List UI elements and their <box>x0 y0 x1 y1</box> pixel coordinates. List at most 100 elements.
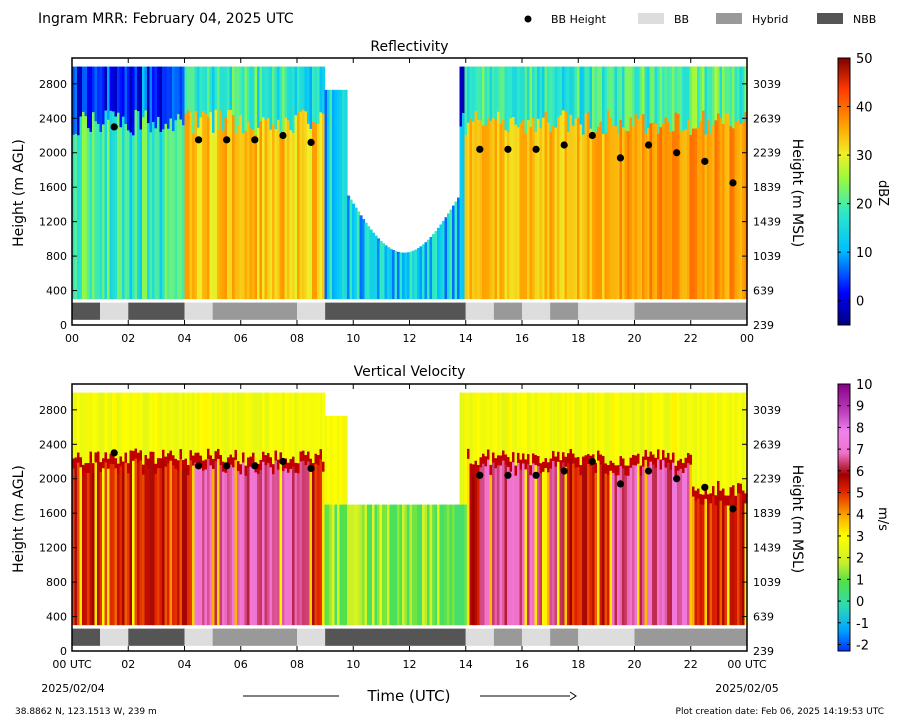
reflectivity-column-top <box>79 66 83 117</box>
velocity-melt-band <box>577 457 581 468</box>
velocity-melt-band <box>704 488 708 499</box>
x-tick-label: 00 UTC <box>727 658 767 671</box>
reflectivity-column <box>662 66 666 300</box>
reflectivity-column-top <box>514 66 518 125</box>
velocity-melt-band <box>644 449 648 460</box>
reflectivity-column-top <box>104 66 108 111</box>
reflectivity-column-top <box>589 66 593 129</box>
reflectivity-column-top <box>192 66 196 135</box>
velocity-column <box>147 458 151 626</box>
velocity-column <box>602 455 606 626</box>
reflectivity-column-top <box>149 66 153 133</box>
colorbar-tick-label: -2 <box>856 638 869 653</box>
bb-height-point <box>279 131 287 140</box>
reflectivity-column <box>722 66 726 300</box>
velocity-melt-band <box>602 455 606 466</box>
reflectivity-column <box>124 66 128 300</box>
reflectivity-column <box>407 252 411 300</box>
velocity-column <box>422 504 426 626</box>
reflectivity-column <box>739 66 743 300</box>
velocity-column <box>539 463 543 626</box>
velocity-melt-band <box>264 455 268 466</box>
y-tick-right-label: 1439 <box>753 216 781 229</box>
velocity-melt-band <box>489 464 493 475</box>
velocity-column <box>577 457 581 626</box>
reflectivity-column-top <box>257 66 261 128</box>
colorbar-tick-label: 30 <box>856 149 873 164</box>
reflectivity-column-top <box>472 66 476 122</box>
velocity-column <box>399 504 403 626</box>
velocity-column <box>214 451 218 626</box>
reflectivity-column-top <box>702 66 706 111</box>
velocity-column-top <box>647 392 651 457</box>
reflectivity-column <box>352 203 356 300</box>
reflectivity-column-top <box>272 66 276 125</box>
velocity-melt-band <box>687 453 691 464</box>
velocity-column-top <box>107 392 111 459</box>
velocity-column-top <box>282 392 286 462</box>
reflectivity-column-top <box>572 66 576 126</box>
reflectivity-column <box>494 66 498 300</box>
velocity-column-top <box>287 392 291 463</box>
reflectivity-column <box>272 66 276 300</box>
velocity-column-top <box>104 392 108 453</box>
velocity-column <box>562 452 566 626</box>
reflectivity-column-top <box>594 66 598 133</box>
reflectivity-column <box>117 66 121 300</box>
reflectivity-column <box>84 66 88 300</box>
velocity-column-top <box>169 392 173 451</box>
velocity-melt-band <box>549 458 553 469</box>
velocity-column-top <box>657 392 661 450</box>
velocity-column-top <box>654 392 658 458</box>
velocity-column-top <box>239 392 243 465</box>
velocity-column-top <box>589 392 593 456</box>
reflectivity-column-top <box>577 66 581 118</box>
reflectivity-column <box>254 66 258 300</box>
reflectivity-column <box>707 66 711 300</box>
velocity-column-top <box>259 392 263 460</box>
reflectivity-column <box>467 66 471 300</box>
velocity-melt-band <box>737 483 741 494</box>
reflectivity-column <box>587 66 591 300</box>
velocity-column <box>332 504 336 626</box>
reflectivity-column <box>379 240 383 300</box>
velocity-column <box>434 504 438 626</box>
velocity-column-top <box>699 392 703 495</box>
velocity-melt-band <box>572 453 576 464</box>
velocity-melt-band <box>117 463 121 474</box>
reflectivity-column-top <box>567 66 571 132</box>
velocity-column-top <box>567 392 571 454</box>
velocity-column-top <box>682 392 686 464</box>
reflectivity-column <box>232 66 236 300</box>
velocity-column-top <box>544 392 548 459</box>
velocity-melt-band <box>622 458 626 469</box>
reflectivity-column-top <box>102 66 106 125</box>
legend-bb-height-label: BB Height <box>551 13 607 26</box>
velocity-column <box>182 459 186 626</box>
velocity-column <box>322 461 326 626</box>
reflectivity-column-top <box>722 66 726 124</box>
velocity-column-top <box>662 392 666 451</box>
velocity-melt-band <box>169 450 173 461</box>
reflectivity-column <box>227 66 231 300</box>
velocity-column <box>254 462 258 626</box>
velocity-column <box>347 504 351 626</box>
velocity-melt-band <box>562 452 566 463</box>
velocity-column <box>234 449 238 626</box>
reflectivity-column <box>262 66 266 300</box>
velocity-column <box>137 452 141 626</box>
time-arrow-head <box>569 691 577 701</box>
y-tick-label: 1600 <box>39 507 67 520</box>
velocity-column <box>124 452 128 626</box>
reflectivity-column <box>469 66 473 300</box>
velocity-melt-band <box>724 495 728 506</box>
reflectivity-column-top <box>674 66 678 113</box>
bb-height-point <box>476 145 484 153</box>
velocity-column <box>652 454 656 626</box>
reflectivity-column <box>297 66 301 300</box>
reflectivity-column-top <box>152 66 156 123</box>
reflectivity-column-top <box>717 66 721 114</box>
velocity-melt-band <box>699 494 703 505</box>
reflectivity-column <box>302 66 306 300</box>
velocity-column <box>469 463 473 626</box>
